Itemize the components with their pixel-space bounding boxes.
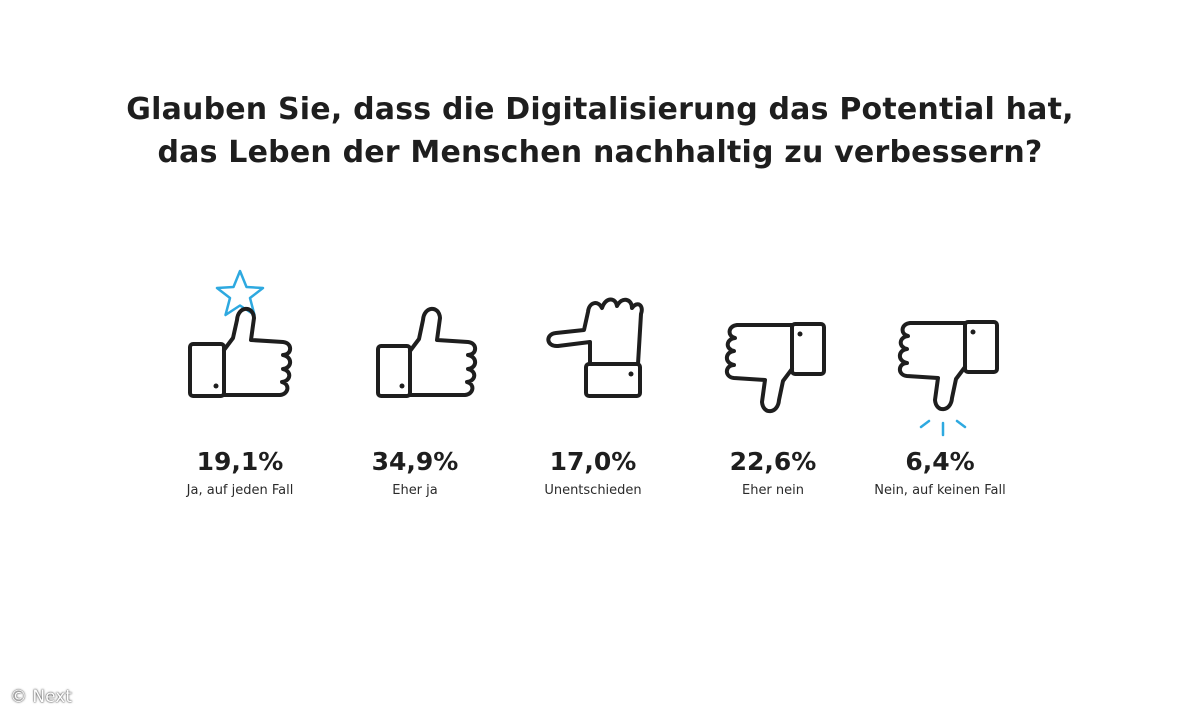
- category-label: Eher nein: [741, 483, 805, 498]
- category-label: Nein, auf keinen Fall: [874, 483, 1006, 498]
- value-label: 17,0%: [549, 447, 637, 476]
- thumb-sideways-icon: [498, 262, 688, 442]
- copyright-credit: © Next: [10, 687, 73, 707]
- value-label: 19,1%: [196, 447, 284, 476]
- answer-item-eher-ja: 34,9% Eher ja: [320, 0, 510, 720]
- value-label: 34,9%: [371, 447, 459, 476]
- answer-item-eher-nein: 22,6% Eher nein: [678, 0, 868, 720]
- category-label: Eher ja: [392, 483, 438, 498]
- chart-title-line-1: Glauben Sie, dass die Digitalisierung da…: [126, 92, 1074, 127]
- thumbs-up-star-icon: [145, 262, 335, 442]
- category-label: Ja, auf jeden Fall: [186, 483, 294, 498]
- chart-title-line-2: das Leben der Menschen nachhaltig zu ver…: [157, 135, 1043, 170]
- thumbs-up-icon: [320, 262, 510, 442]
- answer-item-unentschieden: 17,0% Unentschieden: [498, 0, 688, 720]
- answer-item-ja-auf-jeden-fall: 19,1% Ja, auf jeden Fall: [145, 0, 335, 720]
- chart-title: Glauben Sie, dass die Digitalisierung da…: [0, 88, 1200, 174]
- thumbs-down-burst-icon: [845, 262, 1035, 442]
- value-label: 6,4%: [905, 447, 975, 476]
- answer-item-nein-auf-keinen-fall: 6,4% Nein, auf keinen Fall: [845, 0, 1035, 720]
- thumbs-down-icon: [678, 262, 868, 442]
- category-label: Unentschieden: [544, 483, 642, 498]
- value-label: 22,6%: [729, 447, 817, 476]
